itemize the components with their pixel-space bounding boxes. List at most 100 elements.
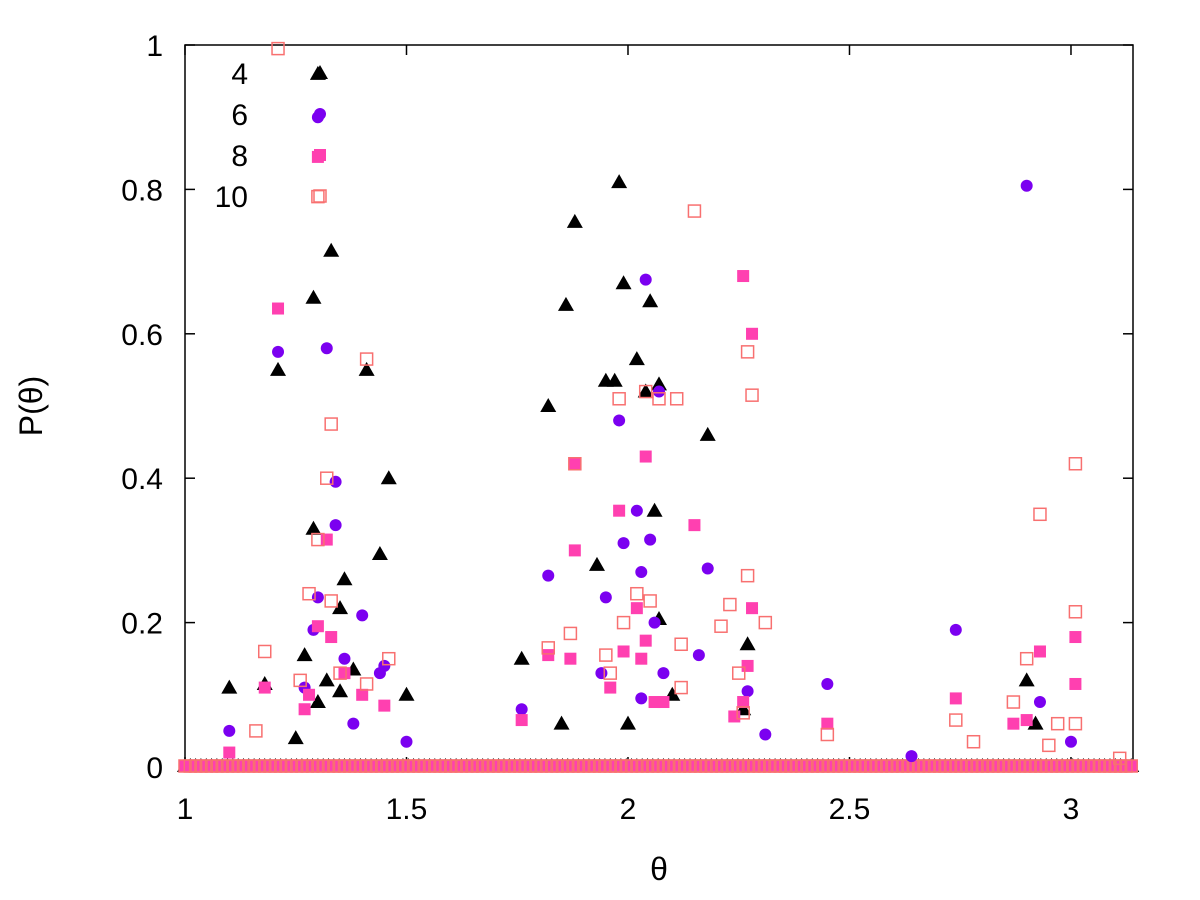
data-point [821, 717, 834, 730]
data-point [613, 504, 626, 517]
data-point [653, 385, 665, 398]
data-point [1033, 645, 1046, 658]
data-point [637, 383, 654, 398]
data-point [223, 724, 236, 737]
data-point [1068, 457, 1083, 471]
data-point [298, 703, 311, 716]
data-point [639, 450, 652, 463]
data-point [616, 615, 631, 630]
data-point [333, 666, 347, 680]
data-point [1020, 179, 1033, 192]
axis-ticks [184, 44, 1133, 768]
data-point [564, 652, 577, 665]
data-point [611, 174, 628, 189]
data-point [638, 384, 653, 399]
data-point [657, 667, 670, 680]
data-point [615, 275, 632, 290]
data-point [378, 659, 391, 672]
legend-marker [314, 108, 326, 120]
data-point [382, 651, 396, 666]
data-point [674, 680, 688, 695]
tick-labels: 1 1.5 2 2.5 3 0 0.2 0.4 0.6 0.8 1 [121, 30, 1079, 826]
data-point [745, 388, 759, 402]
data-point [553, 715, 570, 730]
legend-marker [314, 149, 326, 161]
data-point [635, 692, 648, 705]
y-tick-label: 1 [146, 30, 163, 63]
data-point [949, 713, 963, 727]
legend-label: 10 [215, 181, 248, 214]
data-point [630, 586, 644, 601]
plot-frame [184, 44, 1134, 768]
y-tick-label: 0.2 [121, 608, 163, 641]
legend-label: 8 [231, 140, 248, 173]
data-point [746, 602, 759, 615]
data-point [630, 504, 643, 517]
data-point [1019, 651, 1034, 666]
data-point [688, 519, 701, 532]
data-point [595, 667, 608, 680]
data-point [612, 392, 626, 406]
data-point [1112, 751, 1127, 766]
data-point [657, 696, 670, 709]
legend-label: 4 [231, 58, 248, 91]
series-10-baseline [178, 759, 1138, 773]
data-point [701, 562, 714, 575]
data-point [356, 609, 369, 622]
x-tick-label: 2.5 [829, 793, 871, 826]
data-point [1042, 738, 1056, 753]
data-point [588, 556, 605, 571]
data-point [905, 750, 918, 763]
y-tick-label: 0.4 [121, 463, 163, 496]
data-point [398, 686, 415, 701]
data-point [296, 647, 313, 662]
data-point [371, 546, 388, 561]
data-point [359, 677, 374, 691]
legend-marker [312, 65, 328, 79]
data-point [311, 620, 324, 633]
x-tick-label: 1.5 [386, 793, 428, 826]
data-point [648, 616, 661, 629]
data-point [740, 568, 755, 583]
data-point [305, 520, 322, 535]
data-point [1068, 605, 1083, 619]
data-point [1033, 696, 1046, 709]
data-point [287, 730, 304, 745]
data-point [324, 594, 338, 608]
data-point [400, 735, 413, 748]
data-point [737, 270, 750, 283]
data-point [758, 615, 773, 630]
data-point [619, 715, 636, 730]
data-point [643, 594, 657, 608]
data-point [336, 571, 353, 586]
data-point [309, 694, 326, 709]
data-point [380, 470, 397, 485]
data-point [257, 644, 272, 659]
series-8 [223, 150, 1082, 759]
data-point [223, 746, 236, 759]
data-point [642, 293, 659, 308]
data-point [270, 361, 287, 376]
data-point [821, 677, 834, 690]
baseline-point [1124, 759, 1138, 773]
data-point [644, 533, 657, 546]
y-tick-label: 0.6 [121, 319, 163, 352]
data-point [271, 41, 285, 56]
data-point [320, 471, 334, 485]
data-point [949, 692, 962, 705]
data-point [741, 659, 754, 672]
legend-marker [313, 189, 327, 203]
data-point [699, 426, 716, 441]
data-point [652, 392, 666, 406]
data-point [311, 591, 324, 604]
data-point [566, 213, 583, 228]
data-point [739, 636, 756, 651]
data-point [736, 706, 750, 720]
legend-label: 6 [231, 99, 248, 132]
data-point [1069, 677, 1082, 690]
x-tick-label: 1 [177, 793, 194, 826]
data-point [692, 649, 705, 662]
data-point [723, 597, 737, 612]
data-point [617, 645, 630, 658]
data-point [639, 634, 652, 647]
